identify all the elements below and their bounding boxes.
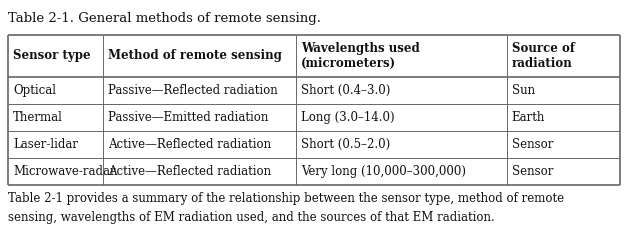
Text: Short (0.4–3.0): Short (0.4–3.0): [301, 84, 390, 97]
Text: Laser-lidar: Laser-lidar: [13, 138, 78, 151]
Text: Optical: Optical: [13, 84, 56, 97]
Text: Table 2-1. General methods of remote sensing.: Table 2-1. General methods of remote sen…: [8, 12, 321, 25]
Text: Active—Reflected radiation: Active—Reflected radiation: [108, 138, 271, 151]
Text: Source of
radiation: Source of radiation: [512, 42, 574, 70]
Text: Passive—Reflected radiation: Passive—Reflected radiation: [108, 84, 277, 97]
Text: Method of remote sensing: Method of remote sensing: [108, 49, 282, 62]
Text: Sensor: Sensor: [512, 138, 553, 151]
Text: Microwave-radar: Microwave-radar: [13, 165, 116, 178]
Text: Very long (10,000–300,000): Very long (10,000–300,000): [301, 165, 466, 178]
Text: Short (0.5–2.0): Short (0.5–2.0): [301, 138, 390, 151]
Text: Wavelengths used
(micrometers): Wavelengths used (micrometers): [301, 42, 420, 70]
Text: Sensor type: Sensor type: [13, 49, 90, 62]
Text: Passive—Emitted radiation: Passive—Emitted radiation: [108, 111, 268, 124]
Text: Earth: Earth: [512, 111, 545, 124]
Text: Sensor: Sensor: [512, 165, 553, 178]
Text: Thermal: Thermal: [13, 111, 63, 124]
Text: Table 2-1 provides a summary of the relationship between the sensor type, method: Table 2-1 provides a summary of the rela…: [8, 192, 564, 224]
Text: Active—Reflected radiation: Active—Reflected radiation: [108, 165, 271, 178]
Text: Long (3.0–14.0): Long (3.0–14.0): [301, 111, 394, 124]
Text: Sun: Sun: [512, 84, 535, 97]
